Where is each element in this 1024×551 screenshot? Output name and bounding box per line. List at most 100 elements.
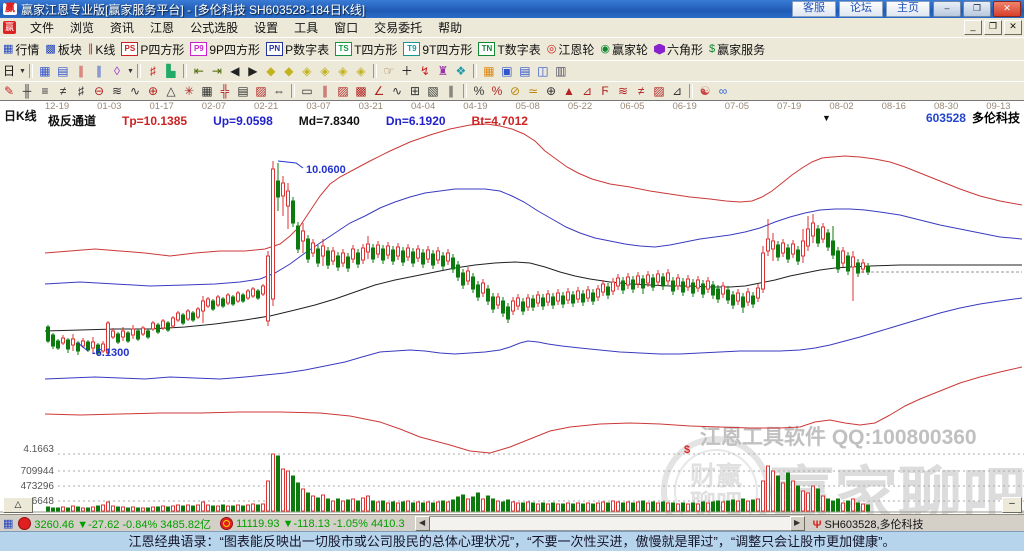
draw-tool-25-button[interactable]: ⊕ — [545, 84, 557, 98]
window-grid-icon[interactable]: ▦ — [39, 64, 51, 78]
draw-tool-7-button[interactable]: ∿ — [129, 84, 141, 98]
draw-tool-26-button[interactable]: ▲ — [563, 84, 575, 98]
draw-tool-6-button[interactable]: ≋ — [111, 84, 123, 98]
scrollbar-track[interactable] — [429, 516, 790, 531]
mdi-close-button[interactable]: ✕ — [1004, 20, 1022, 35]
window-layout-icon[interactable]: ▤ — [57, 64, 69, 78]
report-button[interactable]: ▤ — [519, 64, 531, 78]
mdi-restore-button[interactable]: ❐ — [984, 20, 1002, 35]
style-dropdown-arrow[interactable]: ▼ — [126, 67, 134, 75]
draw-tool-23-button[interactable]: ▧ — [427, 84, 439, 98]
draw-tool-14-button[interactable]: ▨ — [255, 84, 267, 98]
draw-tool-20-button[interactable]: ∠ — [373, 84, 385, 98]
close-button[interactable]: ✕ — [993, 1, 1021, 17]
shenzhen-index-quote[interactable]: 11119.93 ▼-118.13 -1.05% 4410.3 — [236, 517, 405, 530]
gann-wheel-button[interactable]: ◎ 江恩轮 — [547, 41, 595, 58]
style-dropdown[interactable]: ◊ — [113, 64, 120, 78]
kline-red-icon[interactable]: ∥ — [77, 64, 84, 78]
ninep-square-button[interactable]: P9 9P四方形 — [190, 41, 260, 58]
draw-tool-29-button[interactable]: ≋ — [617, 84, 629, 98]
expand-pane-button[interactable]: △ — [3, 497, 33, 513]
menu-item-5[interactable]: 公式选股 — [190, 21, 239, 35]
save-button[interactable]: ◫ — [537, 64, 549, 78]
ninet-square-button[interactable]: T9 9T四方形 — [403, 41, 472, 58]
draw-tool-10-button[interactable]: ✳ — [183, 84, 195, 98]
draw-tool-18-button[interactable]: ▨ — [337, 84, 349, 98]
chart-scrollbar[interactable]: ◀ ▶ — [414, 516, 805, 531]
p-number-table-button[interactable]: PN P数字表 — [266, 41, 329, 58]
gann-diamond-6-button[interactable]: ◈ — [356, 64, 366, 78]
period-day-dropdown[interactable]: 日 — [2, 64, 15, 78]
draw-tool-24-button[interactable]: ∥ — [448, 84, 454, 98]
menu-item-8[interactable]: 窗口 — [334, 21, 359, 35]
kline-blue-icon[interactable]: ∥ — [95, 64, 102, 78]
forum-button[interactable]: 论坛 — [839, 1, 883, 17]
quotes-grid-icon[interactable]: ▦ — [3, 517, 14, 530]
percent-tool-button[interactable]: % — [473, 84, 485, 98]
draw-tool-17-button[interactable]: ∥ — [322, 84, 328, 98]
shanghai-index-quote[interactable]: 3260.46 ▼-27.62 -0.84% 3485.82亿 — [34, 518, 212, 531]
stamp-tool-button[interactable]: ♜ — [437, 64, 449, 78]
gold-circle-tool-button[interactable]: ⊘ — [509, 84, 521, 98]
draw-tool-5-button[interactable]: ⊖ — [93, 84, 105, 98]
chart-panel[interactable]: 日K线 极反通道 Tp=10.1385 Up=9.0598 Md=7.8340 Dn=6… — [0, 100, 1024, 546]
draw-tool-8-button[interactable]: ⊕ — [147, 84, 159, 98]
mdi-minimize-button[interactable]: _ — [964, 20, 982, 35]
print-button[interactable]: ▥ — [555, 64, 567, 78]
winner-wheel-button[interactable]: ◉ 赢家轮 — [600, 41, 648, 58]
gann-diamond-2-button[interactable]: ◆ — [284, 64, 294, 78]
homepage-button[interactable]: 主页 — [886, 1, 930, 17]
last-bar-button[interactable]: ⇥ — [211, 64, 222, 78]
calculator-button[interactable]: ▣ — [501, 64, 513, 78]
draw-tool-12-button[interactable]: ╬ — [220, 84, 230, 98]
draw-tool-27-button[interactable]: ⊿ — [581, 84, 593, 98]
scroll-right-button[interactable]: ▶ — [789, 516, 805, 531]
infinity-tool-button[interactable]: ∞ — [718, 84, 728, 98]
percent-red-tool-button[interactable]: % — [491, 84, 503, 98]
menu-item-6[interactable]: 设置 — [254, 21, 279, 35]
draw-tool-22-button[interactable]: ⊞ — [409, 84, 421, 98]
hexagon-button[interactable]: 六角形 — [654, 41, 703, 58]
draw-tool-11-button[interactable]: ▦ — [201, 84, 213, 98]
kline-button[interactable]: ∥ K线 — [88, 41, 116, 58]
draw-tool-32-button[interactable]: ⊿ — [671, 84, 683, 98]
gann-diamond-5-button[interactable]: ◈ — [338, 64, 348, 78]
menu-item-1[interactable]: 文件 — [30, 21, 55, 35]
gann-diamond-1-button[interactable]: ◆ — [266, 64, 276, 78]
next-bar-button[interactable]: ▶ — [248, 64, 258, 78]
gann-diamond-4-button[interactable]: ◈ — [320, 64, 330, 78]
blocks-tool-button[interactable]: ❖ — [455, 64, 467, 78]
scroll-left-button[interactable]: ◀ — [414, 516, 430, 531]
draw-tool-1-button[interactable]: ╫ — [22, 84, 32, 98]
menu-item-9[interactable]: 交易委托 — [374, 21, 423, 35]
wave-tool-button[interactable]: ↯ — [419, 64, 430, 78]
draw-tool-4-button[interactable]: ♯ — [78, 84, 84, 98]
draw-tool-19-button[interactable]: ▩ — [355, 84, 367, 98]
draw-tool-31-button[interactable]: ▨ — [653, 84, 665, 98]
customer-service-button[interactable]: 客服 — [792, 1, 836, 17]
kline-mark-icon[interactable]: ♯ — [149, 64, 156, 78]
menu-item-2[interactable]: 浏览 — [70, 21, 95, 35]
menu-item-3[interactable]: 资讯 — [110, 21, 135, 35]
yinyang-tool-button[interactable]: ☯ — [699, 84, 711, 98]
collapse-pane-button[interactable]: – — [1002, 497, 1022, 513]
winner-service-button[interactable]: $ 赢家服务 — [709, 41, 765, 58]
chart-type-icon[interactable]: ▙ — [166, 64, 176, 78]
shenzhen-index-icon[interactable] — [220, 517, 234, 530]
pencil-tool-button[interactable]: ✎ — [3, 84, 15, 98]
menu-item-7[interactable]: 工具 — [294, 21, 319, 35]
current-stock-status[interactable]: Ψ SH603528,多伦科技 — [812, 518, 924, 531]
draw-tool-30-button[interactable]: ≠ — [637, 84, 645, 98]
draw-tool-9-button[interactable]: △ — [166, 84, 176, 98]
prev-bar-button[interactable]: ◀ — [230, 64, 240, 78]
draw-tool-3-button[interactable]: ≠ — [59, 84, 67, 98]
restore-button[interactable]: ❐ — [963, 1, 991, 17]
minimize-button[interactable]: – — [933, 1, 961, 17]
t-number-table-button[interactable]: TN T数字表 — [478, 41, 541, 58]
draw-tool-16-button[interactable]: ▭ — [301, 84, 313, 98]
draw-tool-2-button[interactable]: ≡ — [41, 84, 49, 98]
draw-tool-21-button[interactable]: ∿ — [391, 84, 403, 98]
t-square-button[interactable]: TS T四方形 — [335, 41, 397, 58]
draw-tool-13-button[interactable]: ▤ — [237, 84, 249, 98]
quotes-button[interactable]: ▦ 行情 — [3, 41, 39, 58]
